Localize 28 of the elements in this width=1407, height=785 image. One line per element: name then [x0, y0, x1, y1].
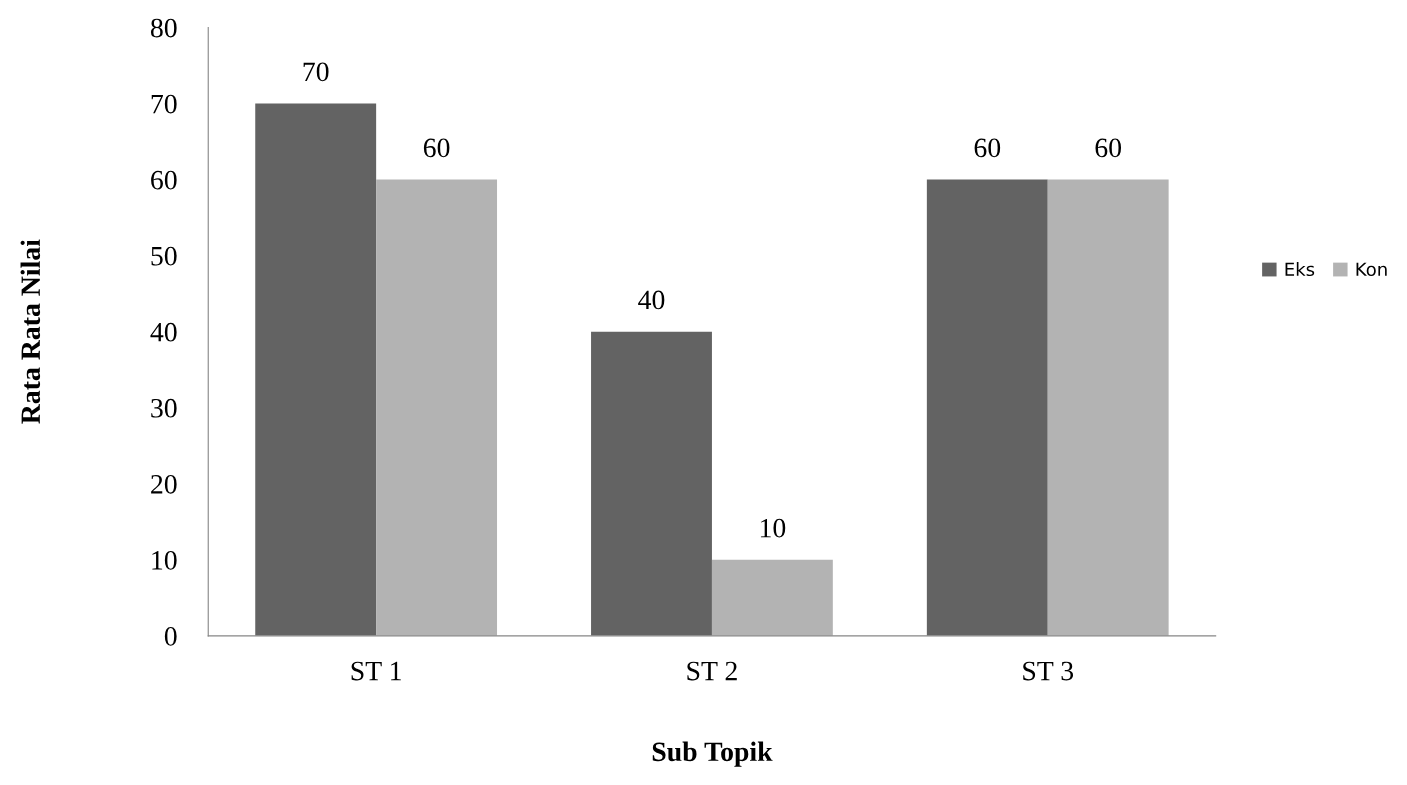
bar: [1047, 179, 1169, 636]
x-axis-title: Sub Topik: [652, 741, 773, 767]
data-label: 60: [1095, 138, 1122, 158]
y-tick-label: 10: [152, 550, 177, 570]
data-label: 70: [303, 62, 329, 82]
bar: [926, 179, 1048, 636]
y-tick-label: 80: [150, 18, 177, 38]
x-tick-label: ST 1: [351, 661, 401, 681]
y-tick-label: 60: [151, 170, 177, 190]
bar: [255, 103, 377, 636]
y-tick-label: 50: [151, 246, 177, 266]
y-tick-label: 0: [164, 627, 177, 646]
data-label: 40: [638, 290, 665, 310]
data-label: 60: [974, 138, 1001, 158]
y-tick-label: 30: [151, 398, 177, 418]
bar: [591, 331, 712, 636]
y-tick-label: 40: [150, 322, 177, 342]
y-tick-label: 20: [151, 474, 177, 494]
y-axis-title: Rata Rata Nilai: [20, 239, 41, 424]
x-tick-label: ST 2: [687, 661, 737, 681]
x-tick-label: ST 3: [1023, 661, 1074, 681]
bar: [376, 179, 498, 636]
legend-label: Kon: [1356, 262, 1387, 277]
data-label: 10: [760, 518, 786, 538]
bar: [711, 559, 833, 636]
y-tick-label: 70: [151, 94, 177, 114]
legend-label: Eks: [1285, 262, 1315, 277]
data-label: 60: [423, 138, 450, 158]
